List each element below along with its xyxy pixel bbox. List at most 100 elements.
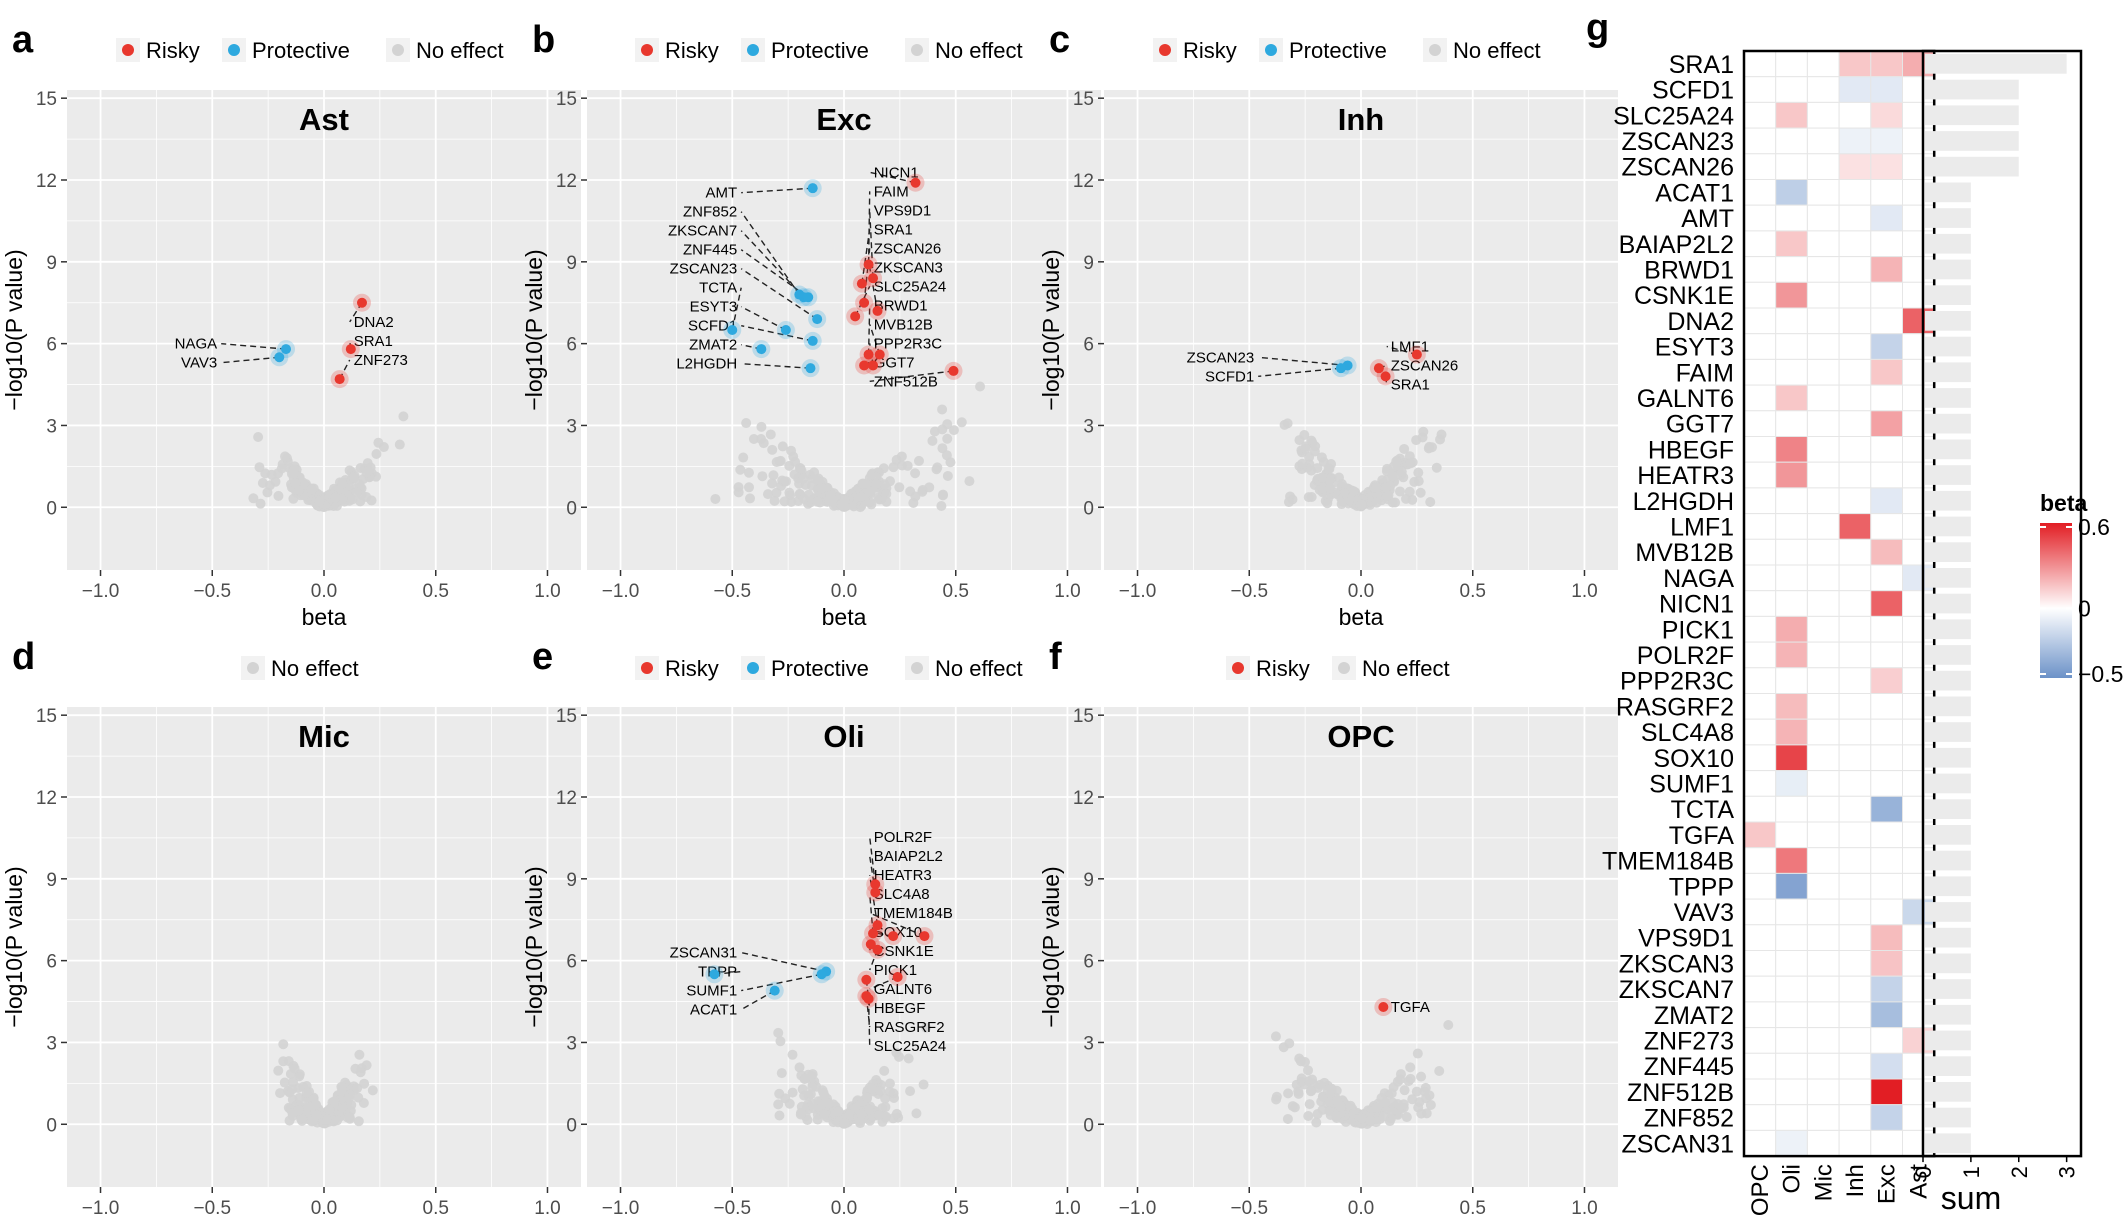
y-tick-label: 15 — [1073, 89, 1094, 110]
heatmap-cell — [1743, 924, 1777, 951]
y-tick-label: 3 — [566, 416, 577, 437]
null-point — [324, 1104, 335, 1115]
gene-label: TMEM184B — [874, 905, 953, 922]
gene-label: FAIM — [874, 183, 909, 200]
heatmap-cell — [1743, 538, 1777, 566]
sum-bar — [1925, 670, 1971, 691]
sum-bar — [1925, 747, 1971, 768]
heatmap-cell — [1838, 641, 1872, 669]
null-point — [1311, 1117, 1322, 1128]
heatmap-cell — [1743, 307, 1777, 335]
null-point — [1312, 463, 1323, 474]
gene-point-ppp2r3c — [868, 360, 879, 371]
heatmap-cell — [1806, 872, 1840, 900]
y-tick-label: 3 — [1083, 416, 1094, 437]
gene-label: ZSCAN26 — [1391, 357, 1459, 374]
heatmap-cell — [1838, 358, 1872, 386]
x-tick-label: −0.5 — [194, 1198, 232, 1219]
y-tick-label: 15 — [36, 706, 57, 727]
heatmap-cell — [1806, 744, 1840, 772]
null-point — [1387, 471, 1398, 482]
null-point — [348, 472, 359, 483]
heatmap-cell — [1838, 410, 1872, 437]
null-point — [927, 435, 938, 446]
null-point — [361, 492, 372, 503]
panel-letter: d — [12, 636, 35, 678]
null-point — [762, 489, 773, 500]
null-point — [956, 417, 967, 428]
legend-marker-protective — [747, 44, 759, 56]
gene-point-acat1 — [769, 985, 780, 996]
y-axis-label: −log10(P value) — [1, 866, 27, 1027]
gene-label: ACAT1 — [690, 1002, 737, 1019]
x-tick-label: 1.0 — [534, 581, 560, 602]
heatmap-panel: g SRA1SCFD1SLC25A24ZSCAN23ZSCAN26ACAT1AMT… — [1586, 7, 2123, 1216]
null-point — [1372, 1102, 1383, 1113]
null-point — [881, 496, 892, 507]
null-point — [1304, 1099, 1315, 1110]
null-point — [816, 483, 827, 494]
null-point — [1418, 426, 1429, 437]
heatmap-cell — [1743, 950, 1777, 977]
heatmap-cell — [1806, 898, 1840, 926]
heatmap-cell — [1806, 821, 1840, 849]
null-point — [1300, 443, 1311, 454]
heatmap-cell — [1870, 641, 1904, 669]
heatmap-cell — [1870, 230, 1904, 258]
heatmap-row-label: ZKSCAN3 — [1619, 950, 1734, 978]
label-leader-line — [221, 342, 287, 350]
null-point — [905, 486, 916, 497]
sum-bar — [1925, 696, 1971, 717]
gene-label: ZKSCAN3 — [874, 259, 943, 276]
null-point — [798, 473, 809, 484]
heatmap-row-label: TMEM184B — [1602, 848, 1734, 876]
heatmap-cell — [1806, 358, 1840, 386]
legend-marker-none — [247, 662, 259, 674]
heatmap-cell — [1870, 384, 1904, 412]
gene-label: SLC4A8 — [874, 886, 930, 903]
null-point — [1356, 499, 1367, 510]
label-leader-line — [854, 286, 871, 317]
heatmap-cell — [1806, 436, 1840, 463]
heatmap-row-label: HBEGF — [1648, 436, 1734, 464]
null-point — [278, 1039, 289, 1050]
sum-bar — [1925, 79, 2019, 100]
y-tick-label: 6 — [46, 952, 57, 973]
heatmap-row-label: VPS9D1 — [1638, 925, 1734, 953]
null-point — [942, 433, 953, 444]
gene-label: POLR2F — [874, 829, 932, 846]
gene-label: BAIAP2L2 — [874, 848, 943, 865]
null-point — [1332, 1095, 1343, 1106]
y-axis-label: −log10(P value) — [1038, 866, 1064, 1027]
y-tick-label: 3 — [46, 1033, 57, 1054]
heatmap-cell — [1743, 436, 1777, 463]
null-point — [1434, 1066, 1445, 1077]
null-point — [1283, 1088, 1294, 1099]
null-point — [1412, 1048, 1423, 1059]
label-leader-line — [869, 324, 881, 355]
colorbar-tick-label: 0.6 — [2078, 514, 2110, 540]
gene-label: AMT — [706, 185, 738, 202]
heatmap-row-label: ZNF852 — [1644, 1105, 1734, 1133]
heatmap-row-label: ACAT1 — [1655, 179, 1734, 207]
gene-label: SCFD1 — [1205, 368, 1254, 385]
heatmap-cell — [1838, 513, 1872, 540]
heatmap-cell — [1743, 50, 1777, 78]
null-point — [1405, 1062, 1416, 1073]
volcano-panel-inh: c −1.0 −0.5 0.0 0.5 1.0 0 3 6 9 12 15 Inh beta −log10(… — [1038, 19, 1618, 630]
heatmap-cell — [1806, 538, 1840, 566]
null-point — [1326, 1083, 1337, 1094]
gene-point-pick1 — [872, 944, 883, 955]
heatmap-cell — [1838, 718, 1872, 746]
null-point — [880, 1093, 891, 1104]
heatmap-cell — [1870, 950, 1904, 977]
gene-label: TCTA — [699, 280, 737, 297]
null-point — [273, 1065, 284, 1076]
heatmap-cell — [1775, 333, 1808, 360]
sum-bar — [1925, 645, 1971, 665]
null-point — [289, 1063, 300, 1074]
heatmap-cell — [1806, 770, 1840, 797]
gene-label: ZNF273 — [354, 352, 408, 369]
null-point — [1287, 1101, 1298, 1112]
y-tick-label: 12 — [1073, 171, 1094, 192]
